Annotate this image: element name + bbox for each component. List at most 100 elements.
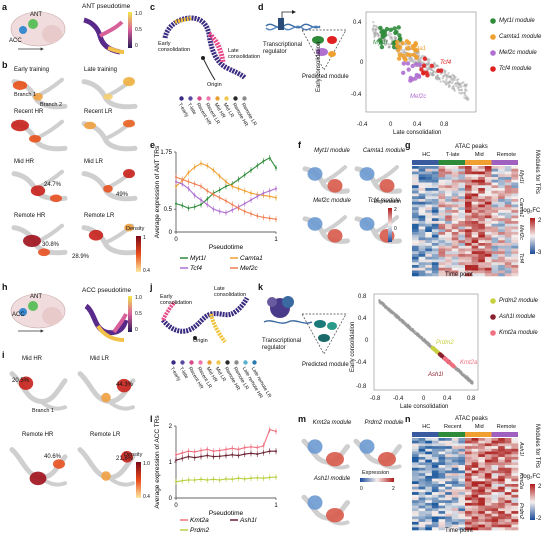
module-side-label: Myt1l xyxy=(518,170,524,184)
data-point xyxy=(187,187,190,190)
predicted-module-label: Predicted module xyxy=(302,362,349,368)
density-umap xyxy=(11,77,68,110)
colorbar-tick: 1.0 xyxy=(135,295,142,301)
legend-swatch xyxy=(243,360,248,365)
data-point xyxy=(256,453,259,456)
legend-swatch xyxy=(234,360,239,365)
ytick: -0.8 xyxy=(356,384,367,390)
data-point xyxy=(262,477,265,480)
ytick-label: 1.75 xyxy=(160,150,172,156)
module-side-label: Tcf4 xyxy=(518,252,524,263)
column-group-label: T-late xyxy=(445,152,460,158)
density-umap xyxy=(11,223,68,257)
density-tick: 0.4 xyxy=(143,494,150,500)
module-expression-umap xyxy=(354,165,402,194)
data-point xyxy=(193,456,196,459)
density-umap-label: Remote LR xyxy=(90,432,121,438)
data-point xyxy=(237,448,240,451)
n-title: ATAC peaks xyxy=(455,416,488,422)
density-umap xyxy=(81,169,138,202)
expression-title: Expression xyxy=(374,199,402,205)
panel-letter-h: h xyxy=(2,282,8,292)
x-axis-label: Pseudotime xyxy=(209,244,244,251)
early-consolidation-label: Early consolidation xyxy=(160,294,193,306)
expression-title: Expression xyxy=(362,470,390,476)
module-expression-umap xyxy=(301,438,350,470)
xtick: 0.8 xyxy=(440,122,449,128)
column-group-bar xyxy=(412,160,439,165)
scatter-ant-tr-modules xyxy=(365,11,477,113)
data-point xyxy=(225,180,227,183)
d-xlabel: Late consolidation xyxy=(393,130,442,136)
module-expression-umap xyxy=(353,438,402,470)
legend-swatch xyxy=(171,360,176,365)
ant-pseudotime-umap xyxy=(83,17,125,55)
g-xlabel: Time point xyxy=(445,272,473,278)
data-point xyxy=(256,195,259,198)
colorbar-tick: 0.5 xyxy=(135,27,142,33)
column-group-bar xyxy=(465,432,492,437)
column-group-label: Mid xyxy=(474,152,484,158)
xtick: -0.4 xyxy=(357,122,368,128)
legend-swatch xyxy=(490,298,496,304)
density-umap-label: Remote LR xyxy=(84,213,115,219)
panel-letter-j: j xyxy=(150,282,153,292)
data-point xyxy=(200,478,202,481)
panel-letter-n: n xyxy=(405,414,411,424)
column-group-label: Remote xyxy=(496,152,517,158)
gene-label-tcf4: Tcf4 xyxy=(440,60,452,66)
data-point xyxy=(275,218,277,221)
n-side-title: Modules for TRs xyxy=(534,424,540,468)
legend-swatch xyxy=(225,360,230,365)
data-point xyxy=(206,454,209,457)
colorbar-tick: 0 xyxy=(135,43,138,49)
xtick: -0.4 xyxy=(393,396,404,402)
acc-pseudotime-umap xyxy=(84,303,129,342)
line-chart-acc-trs: 0 1 2 0 1 Pseudotime Average expression of ACC… xyxy=(154,415,278,534)
x-axis-label: Pseudotime xyxy=(209,510,244,517)
mouse-brain-diagram-acc xyxy=(10,293,66,333)
module-title: Ash1l module xyxy=(313,476,351,482)
column-group-label: HC xyxy=(422,152,431,158)
density-colorbar xyxy=(136,462,141,498)
pct-remote-lr: 28.9% xyxy=(72,254,90,260)
pseudotime-colorbar xyxy=(128,296,132,332)
ytick-label: 2 xyxy=(169,424,173,430)
xtick: 0.4 xyxy=(443,396,452,402)
legend-label: Kmt2a xyxy=(190,517,209,524)
expression-tick: 0 xyxy=(394,226,397,232)
column-group-bar xyxy=(438,432,465,437)
data-point xyxy=(181,457,184,460)
column-group-label: Mid xyxy=(474,424,484,430)
data-point xyxy=(200,162,202,165)
data-point xyxy=(206,479,209,481)
data-point xyxy=(187,450,190,453)
legend-swatch xyxy=(490,18,496,24)
data-point xyxy=(237,187,240,190)
predicted-module-label: Predicted module xyxy=(302,74,349,80)
log2fc-title: log₂FC xyxy=(522,474,541,480)
xtick-label: 0 xyxy=(174,237,178,243)
xtick: -0.8 xyxy=(370,396,381,402)
density-umap xyxy=(81,77,138,110)
module-expression-umap xyxy=(301,494,350,526)
density-umap xyxy=(77,371,136,411)
panel-letter-k: k xyxy=(258,282,264,292)
data-point xyxy=(206,189,209,192)
density-tick: 0.4 xyxy=(143,268,150,274)
data-point xyxy=(268,195,271,198)
ytick: 0.8 xyxy=(358,294,367,300)
gene-label-myt1l: Myt1l xyxy=(373,40,388,46)
branch-1-label: Branch 1 xyxy=(32,408,55,414)
legend-label: Prdm2 module xyxy=(499,298,539,304)
data-point xyxy=(268,217,271,220)
expression-tick: 0 xyxy=(360,486,363,492)
data-point xyxy=(268,450,271,453)
legend-swatch xyxy=(189,360,194,365)
gene-label-ash1l: Ash1l xyxy=(428,372,444,378)
module-side-label: Ash1l xyxy=(518,442,524,456)
legend-swatch xyxy=(197,96,202,101)
gene-label-camta1: Camta1 xyxy=(405,46,427,52)
density-umap-label: Mid LR xyxy=(84,159,104,165)
data-point xyxy=(218,479,221,481)
